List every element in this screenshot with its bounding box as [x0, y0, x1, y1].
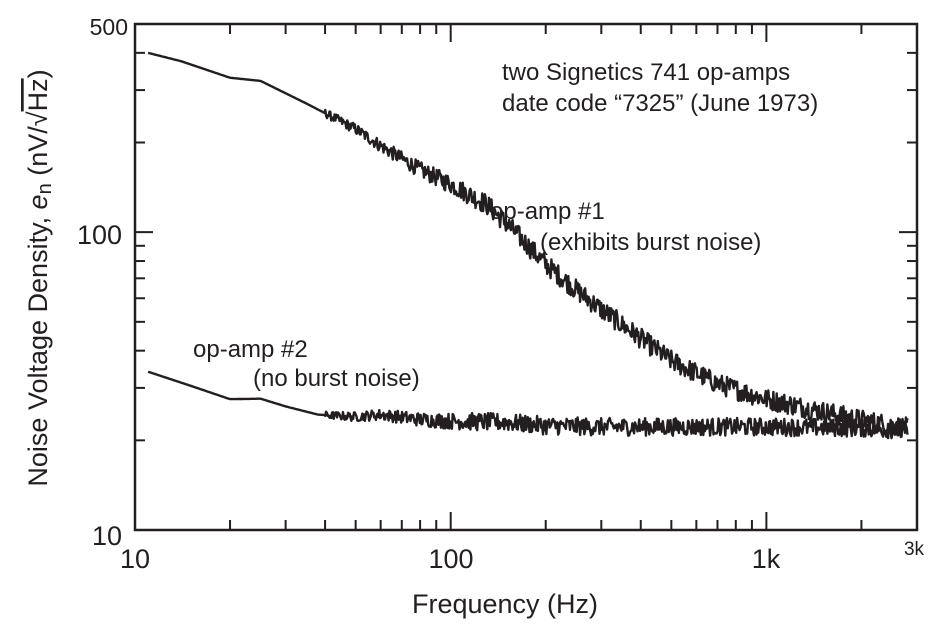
y-axis-label: Noise Voltage Density, en (nV/√Hz) [23, 69, 56, 486]
annotation-opamp1-line1: op-amp #1 [490, 198, 605, 225]
y-axis-label-hz: Hz [23, 78, 53, 111]
y-axis-label-main: Noise Voltage Density, [23, 209, 53, 486]
series-line-opamp-1 [147, 51, 909, 439]
y-tick-label-10: 10 [92, 521, 122, 551]
annotation-opamp1-line2: (exhibits burst noise) [540, 229, 761, 256]
x-tick-label-1k: 1k [752, 544, 781, 574]
y-tick-label-500: 500 [90, 14, 128, 40]
y-axis-label-subscript: n [34, 183, 56, 194]
y-axis-label-close: ) [23, 69, 53, 78]
x-tick-label-3k: 3k [904, 539, 925, 560]
y-axis-label-symbol: e [23, 194, 53, 209]
annotation-title-line1: two Signetics 741 op-amps [502, 59, 790, 86]
tick-layer [135, 24, 917, 530]
y-axis-label-unit: (nV/ [23, 126, 53, 184]
plot-frame [133, 22, 919, 532]
series-line-opamp-2 [147, 370, 909, 440]
x-tick-label-10: 10 [120, 544, 150, 574]
series-layer [147, 51, 909, 440]
x-tick-label-100: 100 [428, 544, 473, 574]
y-tick-label-100: 100 [77, 220, 122, 250]
sqrt-symbol: √ [23, 111, 53, 126]
annotation-title-line2: date code “7325” (June 1973) [502, 90, 818, 117]
annotation-opamp2-line2: (no burst noise) [253, 365, 420, 392]
x-axis-label: Frequency (Hz) [412, 589, 598, 619]
annotation-opamp2-line1: op-amp #2 [193, 336, 308, 363]
